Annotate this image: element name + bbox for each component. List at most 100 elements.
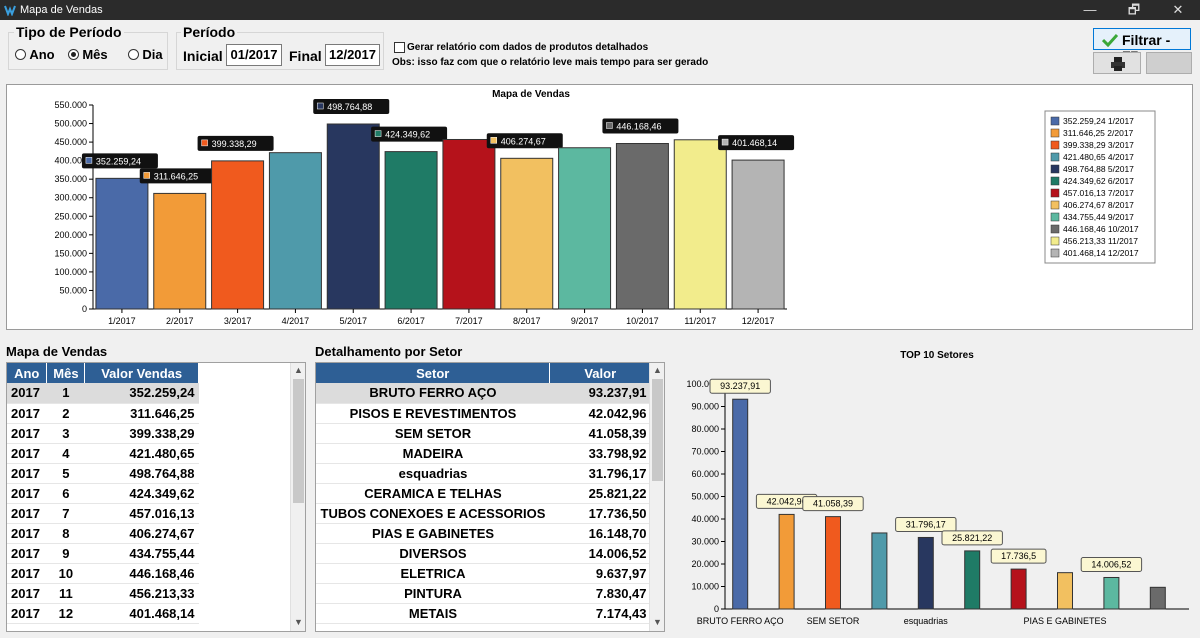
setor-row[interactable]: esquadrias 31.796,17: [316, 463, 651, 484]
data-label-box: [371, 126, 448, 142]
disabled-button[interactable]: [1146, 52, 1192, 74]
scroll-down-icon[interactable]: ▼: [294, 617, 303, 627]
legend-swatch: [1050, 224, 1060, 234]
y-tick-label: 500.000: [54, 119, 87, 129]
setor-table[interactable]: Setor Valor BRUTO FERRO AÇO 93.237,91 PISO…: [315, 362, 665, 632]
setor-row-cell: 14.006,52: [549, 543, 651, 564]
setor-row-cell: DIVERSOS: [316, 543, 550, 564]
mapa-row-cell: 406.274,67: [84, 523, 199, 544]
bar: [211, 160, 265, 310]
mapa-row[interactable]: 2017 12 401.468,14: [7, 603, 199, 624]
setor-row[interactable]: METAIS 7.174,43: [316, 603, 651, 624]
bar: [871, 532, 888, 610]
scroll-thumb[interactable]: [293, 379, 304, 503]
detalhado-label: Gerar relatório com dados de produtos de…: [407, 42, 649, 53]
data-label-swatch: [721, 138, 729, 146]
mapa-vendas-table[interactable]: Ano Mês Valor Vendas 2017 1 352.259,24 2017…: [6, 362, 306, 632]
setor-row[interactable]: SEM SETOR 41.058,39: [316, 423, 651, 444]
filtrar-button[interactable]: Filtrar - F7: [1093, 28, 1191, 64]
radio-ano[interactable]: Ano: [15, 47, 55, 62]
data-label: 42.042,96: [767, 496, 807, 506]
col-valor-vendas[interactable]: Valor Vendas: [84, 363, 199, 383]
final-input[interactable]: 12/2017: [325, 44, 380, 66]
close-button[interactable]: ✕: [1172, 2, 1184, 17]
legend-swatch: [1050, 200, 1060, 210]
mapa-table-scrollbar[interactable]: ▲ ▼: [290, 363, 305, 631]
setor-row[interactable]: PINTURA 7.830,47: [316, 583, 651, 604]
data-label-box: [313, 99, 390, 115]
y-tick-label: 60.000: [691, 469, 719, 479]
y-tick-label: 350.000: [54, 174, 87, 184]
mapa-row[interactable]: 2017 4 421.480,65: [7, 443, 199, 464]
setor-row[interactable]: MADEIRA 33.798,92: [316, 443, 651, 464]
setor-row[interactable]: DIVERSOS 14.006,52: [316, 543, 651, 564]
y-tick-label: 90.000: [691, 402, 719, 412]
scroll-up-icon[interactable]: ▲: [653, 365, 662, 375]
detalhado-checkbox[interactable]: [394, 42, 405, 53]
inicial-label: Inicial: [183, 48, 223, 64]
chart-title: TOP 10 Setores: [900, 350, 974, 361]
bar: [153, 192, 207, 310]
print-button[interactable]: [1093, 52, 1141, 74]
mapa-row[interactable]: 2017 11 456.213,33: [7, 583, 199, 604]
col-mes[interactable]: Mês: [46, 363, 86, 383]
data-label-box: [941, 530, 1003, 546]
mapa-row[interactable]: 2017 5 498.764,88: [7, 463, 199, 484]
radio-mes-circle[interactable]: [68, 49, 79, 60]
data-label-swatch: [606, 122, 613, 129]
setor-row[interactable]: CERAMICA E TELHAS 25.821,22: [316, 483, 651, 504]
col-valor[interactable]: Valor: [549, 363, 651, 383]
y-tick-label: 100.000: [54, 267, 87, 277]
mapa-row[interactable]: 2017 1 352.259,24: [7, 383, 199, 404]
radio-dia-circle[interactable]: [128, 49, 139, 60]
radio-mes[interactable]: Mês: [68, 47, 108, 62]
setor-row-cell: TUBOS CONEXOES E ACESSORIOS: [316, 503, 550, 524]
mapa-row-cell: 10: [46, 563, 85, 584]
mapa-row[interactable]: 2017 2 311.646,25: [7, 403, 199, 424]
legend-entry: 311.646,25 2/2017: [1063, 128, 1134, 138]
x-tick-label: 10/2017: [626, 316, 659, 326]
mapa-row[interactable]: 2017 7 457.016,13: [7, 503, 199, 524]
mapa-row-cell: 5: [46, 463, 85, 484]
setor-row[interactable]: BRUTO FERRO AÇO 93.237,91: [316, 383, 651, 404]
inicial-input[interactable]: 01/2017: [226, 44, 282, 66]
mapa-row[interactable]: 2017 8 406.274,67: [7, 523, 199, 544]
mapa-row[interactable]: 2017 6 424.349,62: [7, 483, 199, 504]
mapa-row[interactable]: 2017 3 399.338,29: [7, 423, 199, 444]
bar: [268, 152, 322, 310]
mapa-row[interactable]: 2017 9 434.755,44: [7, 543, 199, 564]
setor-row-cell: 9.637,97: [549, 563, 651, 584]
setor-row[interactable]: PIAS E GABINETES 16.148,70: [316, 523, 651, 544]
scroll-down-icon[interactable]: ▼: [653, 617, 662, 627]
scroll-thumb[interactable]: [652, 379, 663, 481]
setor-row-cell: PIAS E GABINETES: [316, 523, 550, 544]
top10-chart: TOP 10 Setores 0 10.000 20.000 30.000 40.000 5…: [686, 350, 1189, 626]
y-tick-label: 50.000: [59, 285, 87, 295]
radio-dia-label: Dia: [142, 47, 163, 62]
x-tick-label: 3/2017: [224, 316, 252, 326]
setor-table-scrollbar[interactable]: ▲ ▼: [649, 363, 664, 631]
setor-row[interactable]: ELETRICA 9.637,97: [316, 563, 651, 584]
setor-row[interactable]: TUBOS CONEXOES E ACESSORIOS 17.736,50: [316, 503, 651, 524]
data-label-swatch: [85, 157, 93, 164]
legend-entry: 401.468,14 12/2017: [1063, 248, 1139, 258]
data-label: 352.259,24: [96, 156, 141, 166]
mapa-row[interactable]: 2017 10 446.168,46: [7, 563, 199, 584]
minimize-button[interactable]: —: [1083, 2, 1097, 17]
setor-row-cell: 42.042,96: [549, 403, 651, 424]
data-label-box: [718, 135, 795, 151]
setor-row-cell: 17.736,50: [549, 503, 651, 524]
legend-entry: 399.338,29 3/2017: [1063, 140, 1134, 150]
data-label-box: [602, 118, 679, 134]
maximize-button[interactable]: 🗗: [1127, 2, 1141, 17]
legend-swatch: [1050, 152, 1060, 162]
scroll-up-icon[interactable]: ▲: [294, 365, 303, 375]
setor-row[interactable]: PISOS E REVESTIMENTOS 42.042,96: [316, 403, 651, 424]
col-ano[interactable]: Ano: [7, 363, 48, 383]
radio-dia[interactable]: Dia: [128, 47, 163, 62]
radio-ano-circle[interactable]: [15, 49, 26, 60]
y-tick-label: 20.000: [691, 559, 719, 569]
col-setor[interactable]: Setor: [316, 363, 551, 383]
data-label: 31.796,17: [906, 519, 946, 529]
data-label-box: [990, 548, 1047, 564]
